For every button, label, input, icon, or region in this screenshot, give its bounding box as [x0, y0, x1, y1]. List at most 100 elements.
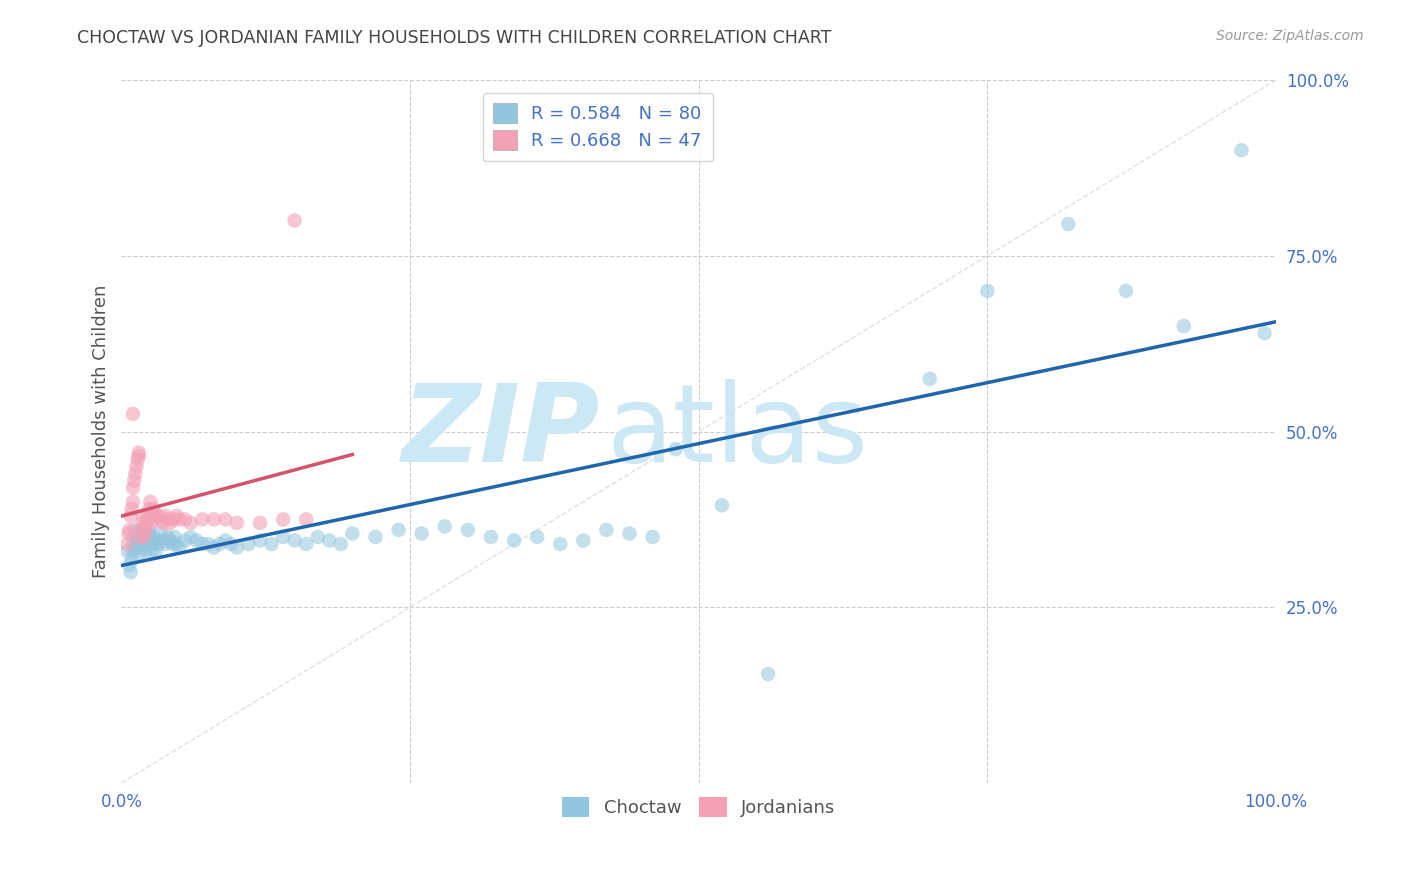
Point	[142, 537, 165, 551]
Point	[238, 537, 260, 551]
Point	[156, 512, 179, 526]
Point	[121, 551, 143, 566]
Point	[342, 526, 364, 541]
Point	[225, 516, 247, 530]
Point	[1057, 217, 1080, 231]
Point	[136, 526, 159, 541]
Point	[138, 523, 160, 537]
Point	[191, 512, 214, 526]
Point	[159, 533, 181, 548]
Point	[139, 495, 162, 509]
Point	[115, 544, 138, 558]
Point	[115, 537, 138, 551]
Point	[122, 495, 145, 509]
Point	[122, 544, 145, 558]
Point	[127, 541, 149, 555]
Point	[125, 459, 148, 474]
Point	[260, 537, 283, 551]
Point	[162, 537, 184, 551]
Point	[710, 499, 733, 513]
Point	[128, 548, 150, 562]
Point	[121, 501, 143, 516]
Point	[155, 537, 177, 551]
Point	[120, 565, 142, 579]
Point	[295, 537, 318, 551]
Point	[141, 516, 163, 530]
Text: atlas: atlas	[606, 378, 869, 484]
Point	[976, 284, 998, 298]
Point	[174, 512, 197, 526]
Point	[118, 523, 141, 537]
Point	[156, 530, 179, 544]
Point	[129, 530, 152, 544]
Point	[166, 508, 188, 523]
Point	[364, 530, 387, 544]
Text: ZIP: ZIP	[402, 378, 600, 484]
Point	[120, 508, 142, 523]
Point	[197, 537, 219, 551]
Point	[479, 530, 502, 544]
Point	[180, 516, 202, 530]
Point	[271, 530, 294, 544]
Point	[138, 501, 160, 516]
Point	[148, 537, 170, 551]
Point	[135, 537, 157, 551]
Point	[128, 537, 150, 551]
Point	[295, 512, 318, 526]
Point	[1173, 319, 1195, 334]
Legend: Choctaw, Jordanians: Choctaw, Jordanians	[555, 789, 842, 824]
Point	[135, 544, 157, 558]
Point	[167, 541, 190, 555]
Point	[128, 449, 150, 463]
Point	[131, 516, 153, 530]
Point	[307, 530, 329, 544]
Point	[118, 558, 141, 573]
Point	[155, 508, 177, 523]
Point	[142, 501, 165, 516]
Point	[125, 533, 148, 548]
Point	[142, 508, 165, 523]
Point	[149, 512, 172, 526]
Point	[641, 530, 664, 544]
Point	[284, 213, 307, 227]
Point	[143, 533, 166, 548]
Point	[387, 523, 409, 537]
Point	[249, 533, 271, 548]
Point	[135, 516, 157, 530]
Point	[139, 533, 162, 548]
Point	[129, 530, 152, 544]
Point	[131, 523, 153, 537]
Point	[503, 533, 526, 548]
Point	[595, 523, 617, 537]
Point	[433, 519, 456, 533]
Point	[457, 523, 479, 537]
Text: CHOCTAW VS JORDANIAN FAMILY HOUSEHOLDS WITH CHILDREN CORRELATION CHART: CHOCTAW VS JORDANIAN FAMILY HOUSEHOLDS W…	[77, 29, 832, 47]
Point	[122, 481, 145, 495]
Point	[271, 512, 294, 526]
Point	[548, 537, 571, 551]
Point	[166, 537, 188, 551]
Point	[214, 533, 236, 548]
Point	[162, 512, 184, 526]
Point	[134, 530, 156, 544]
Point	[122, 530, 145, 544]
Y-axis label: Family Households with Children: Family Households with Children	[93, 285, 110, 578]
Point	[411, 526, 433, 541]
Point	[132, 508, 155, 523]
Point	[619, 526, 641, 541]
Point	[128, 445, 150, 459]
Point	[149, 526, 172, 541]
Point	[572, 533, 595, 548]
Point	[136, 508, 159, 523]
Point	[284, 533, 307, 548]
Point	[186, 533, 208, 548]
Point	[202, 541, 225, 555]
Point	[1230, 143, 1253, 157]
Point	[152, 533, 174, 548]
Text: Source: ZipAtlas.com: Source: ZipAtlas.com	[1216, 29, 1364, 44]
Point	[122, 474, 145, 488]
Point	[122, 407, 145, 421]
Point	[135, 523, 157, 537]
Point	[127, 452, 149, 467]
Point	[122, 537, 145, 551]
